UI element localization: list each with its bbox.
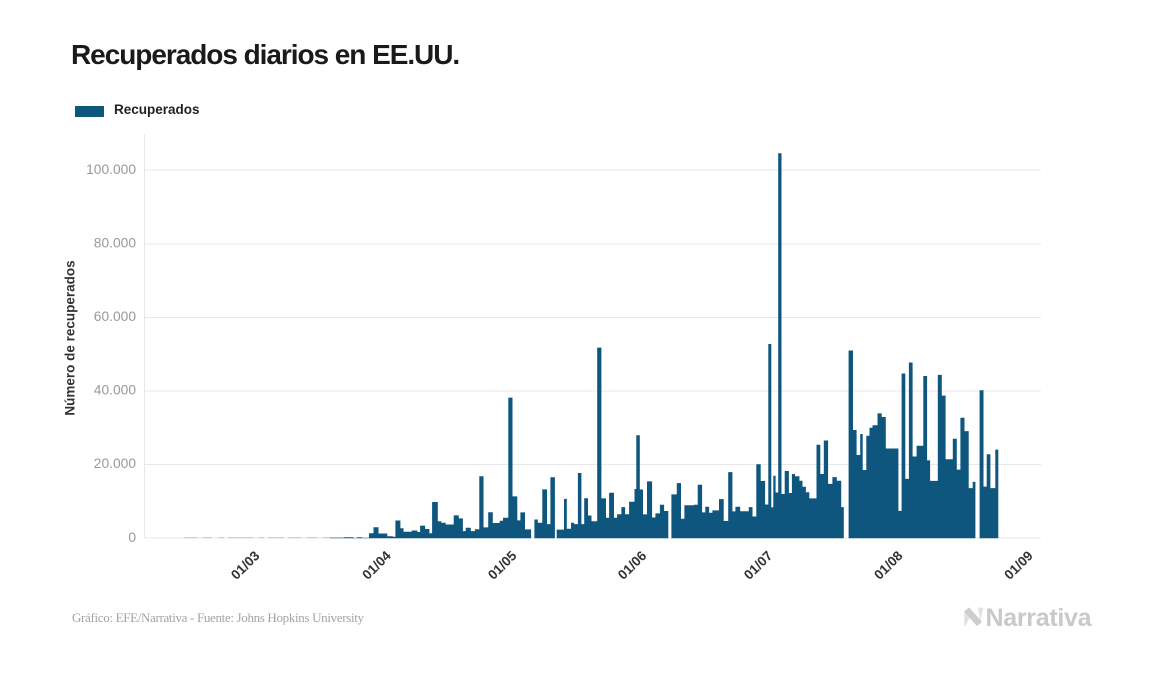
svg-text:100.000: 100.000 xyxy=(86,162,136,177)
svg-text:01/08: 01/08 xyxy=(871,548,906,583)
svg-text:40.000: 40.000 xyxy=(94,383,137,398)
svg-text:01/05: 01/05 xyxy=(485,548,520,583)
svg-text:01/06: 01/06 xyxy=(615,548,650,583)
svg-text:20.000: 20.000 xyxy=(94,456,137,471)
svg-text:01/03: 01/03 xyxy=(228,548,263,583)
svg-text:01/09: 01/09 xyxy=(1001,548,1036,583)
svg-text:01/04: 01/04 xyxy=(359,548,394,583)
svg-text:01/07: 01/07 xyxy=(741,548,776,583)
svg-text:0: 0 xyxy=(128,530,136,545)
svg-text:60.000: 60.000 xyxy=(94,309,137,324)
svg-text:80.000: 80.000 xyxy=(94,235,137,250)
